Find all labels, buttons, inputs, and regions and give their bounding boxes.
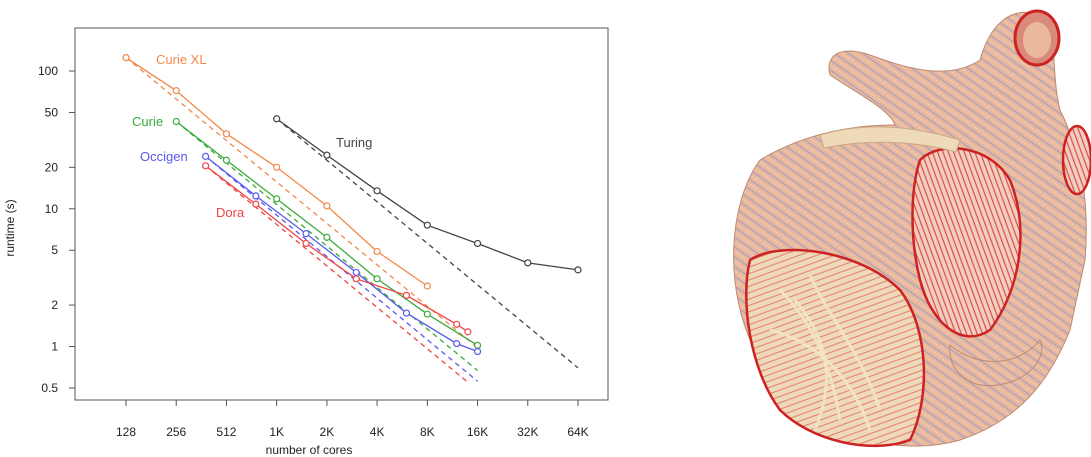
y-axis: 0.5 1 2 5 10 20 50 100 <box>38 64 75 395</box>
point-curie-xl <box>423 282 431 290</box>
y-tick-label: 5 <box>51 243 58 257</box>
y-tick-label: 1 <box>51 340 58 354</box>
y-tick-label: 50 <box>45 105 59 119</box>
y-tick-label: 10 <box>45 202 59 216</box>
series-label-turing: Turing <box>336 135 372 150</box>
x-tick-label: 32K <box>517 425 538 439</box>
point-occigen <box>453 340 461 348</box>
x-axis-title: number of cores <box>266 443 353 457</box>
heart-fiber-figure <box>733 9 1091 448</box>
x-tick-label: 1K <box>269 425 284 439</box>
point-occigen <box>252 192 260 200</box>
point-dora <box>402 291 411 300</box>
x-tick-label: 128 <box>116 425 136 439</box>
point-turing <box>323 151 331 159</box>
x-tick-label: 16K <box>467 425 488 439</box>
series-label-dora: Dora <box>216 205 245 220</box>
point-curie <box>222 156 231 164</box>
point-curie-xl <box>172 87 180 95</box>
y-tick-label: 0.5 <box>41 381 58 395</box>
ideal-line-occigen <box>205 155 478 382</box>
line-turing <box>276 118 579 271</box>
x-tick-label: 4K <box>370 425 385 439</box>
heart-fiber-rendering-icon <box>733 9 1091 448</box>
point-dora <box>302 239 310 248</box>
series-dora: Dora <box>202 162 472 383</box>
point-curie-xl <box>273 163 281 171</box>
y-axis-title: runtime (s) <box>3 199 17 256</box>
x-tick-label: 64K <box>567 425 588 439</box>
line-curie-xl <box>125 57 428 287</box>
ideal-line-turing <box>276 118 579 369</box>
x-tick-label: 8K <box>420 425 435 439</box>
point-curie <box>323 233 331 241</box>
ideal-line-curie-xl <box>125 57 478 349</box>
series-curie-xl: Curie XL <box>122 52 478 349</box>
point-curie <box>172 117 180 126</box>
x-tick-label: 2K <box>320 425 335 439</box>
series-label-occigen: Occigen <box>140 149 188 164</box>
plot-frame <box>74 27 609 401</box>
point-turing <box>524 259 532 267</box>
point-curie-xl <box>222 130 231 138</box>
scaling-chart: 128 256 512 1K 2K 4K 8K 16K 32K 64K 0.5 1 2 5 10 20 50 1… <box>3 27 609 457</box>
ideal-line-dora <box>205 165 469 383</box>
point-dora <box>453 320 461 328</box>
point-dora <box>202 162 210 170</box>
point-turing <box>473 239 482 248</box>
point-occigen <box>402 309 411 317</box>
point-curie-xl <box>122 54 130 62</box>
point-dora <box>352 275 360 283</box>
x-axis: 128 256 512 1K 2K 4K 8K 16K 32K 64K <box>116 400 589 439</box>
point-occigen <box>202 152 210 160</box>
point-curie <box>473 341 482 349</box>
point-occigen <box>352 268 360 277</box>
series-label-curie: Curie <box>132 114 163 129</box>
series-layer: Curie XL Curie Occigen Dora Turing <box>122 52 582 383</box>
point-dora <box>252 200 260 208</box>
point-turing <box>574 266 582 274</box>
point-dora <box>464 328 472 336</box>
point-curie-xl <box>373 247 381 256</box>
point-curie-xl <box>323 202 331 210</box>
y-tick-label: 2 <box>51 298 58 312</box>
point-turing <box>373 187 381 195</box>
point-turing <box>423 221 431 229</box>
y-tick-label: 100 <box>38 64 58 78</box>
series-occigen: Occigen <box>140 149 482 382</box>
series-curie: Curie <box>132 114 482 371</box>
series-label-curie-xl: Curie XL <box>156 52 207 67</box>
x-tick-label: 256 <box>166 425 186 439</box>
x-tick-label: 512 <box>216 425 236 439</box>
line-occigen <box>205 155 478 353</box>
point-curie <box>373 275 381 283</box>
point-occigen <box>473 347 482 356</box>
point-turing <box>273 115 281 123</box>
series-turing: Turing <box>273 115 582 369</box>
y-tick-label: 20 <box>45 160 59 174</box>
point-occigen <box>302 230 310 238</box>
point-curie <box>273 195 281 203</box>
ideal-line-curie <box>175 120 478 371</box>
point-curie <box>423 310 431 318</box>
